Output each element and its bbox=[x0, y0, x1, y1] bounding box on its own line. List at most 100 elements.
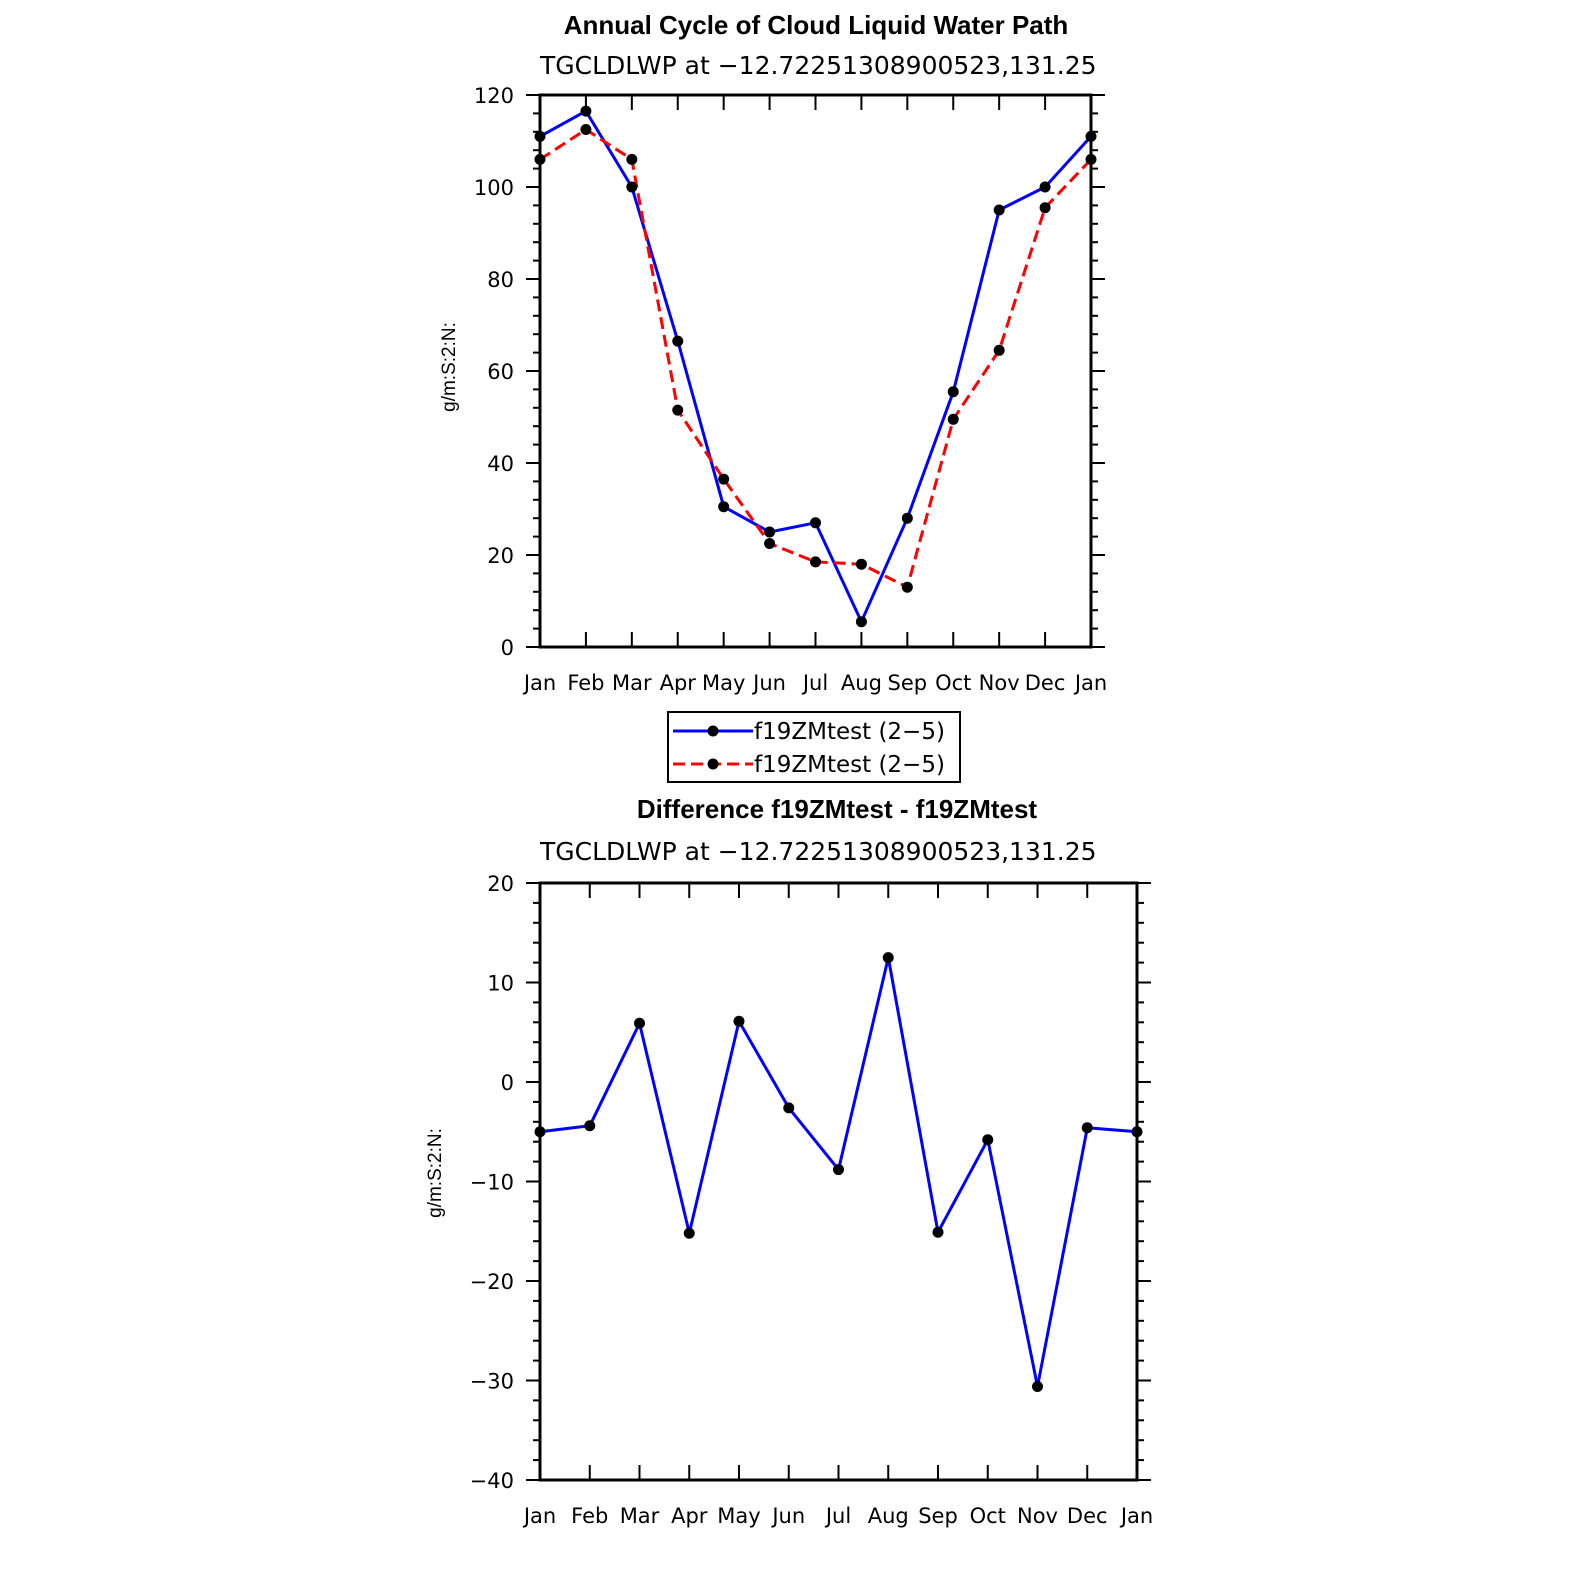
x-tick-label: May bbox=[717, 1504, 760, 1528]
series-1-point bbox=[733, 1015, 745, 1027]
y-tick-label: −10 bbox=[470, 1171, 514, 1195]
x-tick-label: Oct bbox=[970, 1504, 1006, 1528]
chart-subtitle: TGCLDLWP at −12.72251308900523,131.25 bbox=[539, 51, 1097, 80]
series-2-point bbox=[947, 413, 959, 425]
legend-entry-1: f19ZMtest (2−5) bbox=[673, 719, 945, 745]
series-1-point bbox=[634, 1017, 645, 1029]
x-tick-labels: Jan Feb Mar Apr May Jun Jul Aug Sep Oct Nov Dec Jan bbox=[522, 671, 1107, 695]
x-tick-label: Apr bbox=[671, 1504, 708, 1528]
legend-label-2: f19ZMtest (2−5) bbox=[754, 752, 945, 778]
y-tick-label: 80 bbox=[487, 268, 514, 292]
legend-marker-2 bbox=[707, 758, 719, 770]
x-tick-label: Aug bbox=[841, 671, 882, 695]
y-axis-label: g/m:S:2:N: bbox=[439, 322, 460, 412]
x-tick-label: Mar bbox=[612, 671, 652, 695]
x-tick-label: Nov bbox=[1017, 1504, 1058, 1528]
series-2-point bbox=[993, 344, 1005, 356]
legend-marker-1 bbox=[707, 725, 719, 737]
y-tick-label: 20 bbox=[487, 872, 514, 896]
x-tick-label: May bbox=[702, 671, 745, 695]
y-tick-label: 40 bbox=[487, 452, 514, 476]
x-tick-label: Jul bbox=[824, 1504, 851, 1528]
series-1-point bbox=[1081, 1122, 1093, 1134]
series-2-point bbox=[580, 124, 592, 135]
y-tick-label: −30 bbox=[470, 1370, 514, 1394]
y-tick-labels: −40 −30 −20 −10 0 10 20 bbox=[470, 872, 514, 1493]
x-tick-label: Dec bbox=[1025, 671, 1066, 695]
series-2-point bbox=[672, 404, 684, 416]
series-1-point bbox=[855, 616, 867, 628]
series-1-point bbox=[947, 386, 959, 398]
series-1-point bbox=[584, 1120, 596, 1132]
series-2-point bbox=[901, 581, 913, 593]
series-1-point bbox=[683, 1227, 695, 1239]
series-1-point bbox=[626, 181, 638, 193]
y-tick-label: 60 bbox=[487, 360, 514, 384]
x-tick-label: Dec bbox=[1067, 1504, 1108, 1528]
series-2-point bbox=[1039, 202, 1051, 214]
y-tick-label: 0 bbox=[501, 1071, 514, 1095]
series-1-line bbox=[539, 109, 1093, 624]
series-1-point bbox=[982, 1134, 994, 1146]
series-points bbox=[534, 952, 1143, 1392]
x-tick-label: Jul bbox=[801, 671, 828, 695]
y-tick-label: 100 bbox=[474, 176, 514, 200]
series-1-point bbox=[1039, 181, 1051, 193]
series-2-point bbox=[626, 153, 638, 165]
x-tick-label: Sep bbox=[888, 671, 928, 695]
x-tick-label: Jan bbox=[522, 671, 556, 695]
y-tick-label: −20 bbox=[470, 1270, 514, 1294]
x-tick-label: Aug bbox=[868, 1504, 909, 1528]
series-2-point bbox=[810, 556, 821, 568]
x-tick-labels: Jan Feb Mar Apr May Jun Jul Aug Sep Oct Nov Dec Jan bbox=[522, 1504, 1153, 1528]
legend: f19ZMtest (2−5) f19ZMtest (2−5) bbox=[667, 711, 961, 783]
annual-cycle-chart: Annual Cycle of Cloud Liquid Water Path … bbox=[439, 10, 1107, 695]
plot-frame bbox=[538, 881, 1139, 1482]
x-tick-label: Oct bbox=[935, 671, 971, 695]
series-1-point bbox=[833, 1164, 844, 1176]
x-tick-label: Feb bbox=[571, 1504, 608, 1528]
y-tick-labels: 0 20 40 60 80 100 120 bbox=[474, 84, 514, 660]
series-1-point bbox=[901, 512, 913, 524]
series-lines bbox=[539, 109, 1093, 624]
x-tick-label: Jun bbox=[770, 1504, 805, 1528]
series-1-point bbox=[810, 517, 821, 529]
series-1-point bbox=[932, 1226, 944, 1238]
x-tick-label: Sep bbox=[918, 1504, 958, 1528]
legend-label-1: f19ZMtest (2−5) bbox=[754, 719, 945, 745]
y-axis-label: g/m:S:2:N: bbox=[425, 1128, 446, 1218]
plot-frame bbox=[538, 93, 1093, 649]
y-tick-label: −40 bbox=[470, 1469, 514, 1493]
x-tick-label: Apr bbox=[660, 671, 697, 695]
y-tick-label: 120 bbox=[474, 84, 514, 108]
chart-title: Difference f19ZMtest - f19ZMtest bbox=[637, 794, 1038, 824]
x-tick-label: Feb bbox=[567, 671, 604, 695]
series-2-point bbox=[718, 473, 730, 485]
chart-subtitle: TGCLDLWP at −12.72251308900523,131.25 bbox=[539, 837, 1097, 866]
x-tick-label: Jan bbox=[1073, 671, 1107, 695]
y-tick-label: 0 bbox=[501, 636, 514, 660]
series-1-point bbox=[882, 952, 894, 964]
legend-entry-2: f19ZMtest (2−5) bbox=[673, 752, 945, 778]
difference-chart: Difference f19ZMtest - f19ZMtest TGCLDLW… bbox=[425, 794, 1153, 1528]
legend-box bbox=[667, 711, 961, 783]
chart-title: Annual Cycle of Cloud Liquid Water Path bbox=[564, 10, 1069, 40]
series-points bbox=[534, 105, 1097, 628]
axis-ticks bbox=[526, 882, 1151, 1481]
series-1-point bbox=[993, 204, 1005, 216]
series-1-point bbox=[1032, 1380, 1043, 1392]
series-1-point bbox=[718, 501, 730, 513]
series-2-point bbox=[764, 538, 776, 549]
series-2-point bbox=[855, 558, 867, 570]
y-tick-label: 20 bbox=[487, 544, 514, 568]
x-tick-label: Mar bbox=[620, 1504, 660, 1528]
series-1-point bbox=[783, 1102, 795, 1114]
x-tick-label: Jan bbox=[522, 1504, 556, 1528]
y-tick-label: 10 bbox=[487, 972, 514, 996]
x-tick-label: Jan bbox=[1119, 1504, 1153, 1528]
series-1-point bbox=[764, 526, 776, 538]
x-tick-label: Jun bbox=[751, 671, 786, 695]
series-1-point bbox=[580, 105, 592, 117]
x-tick-label: Nov bbox=[979, 671, 1020, 695]
